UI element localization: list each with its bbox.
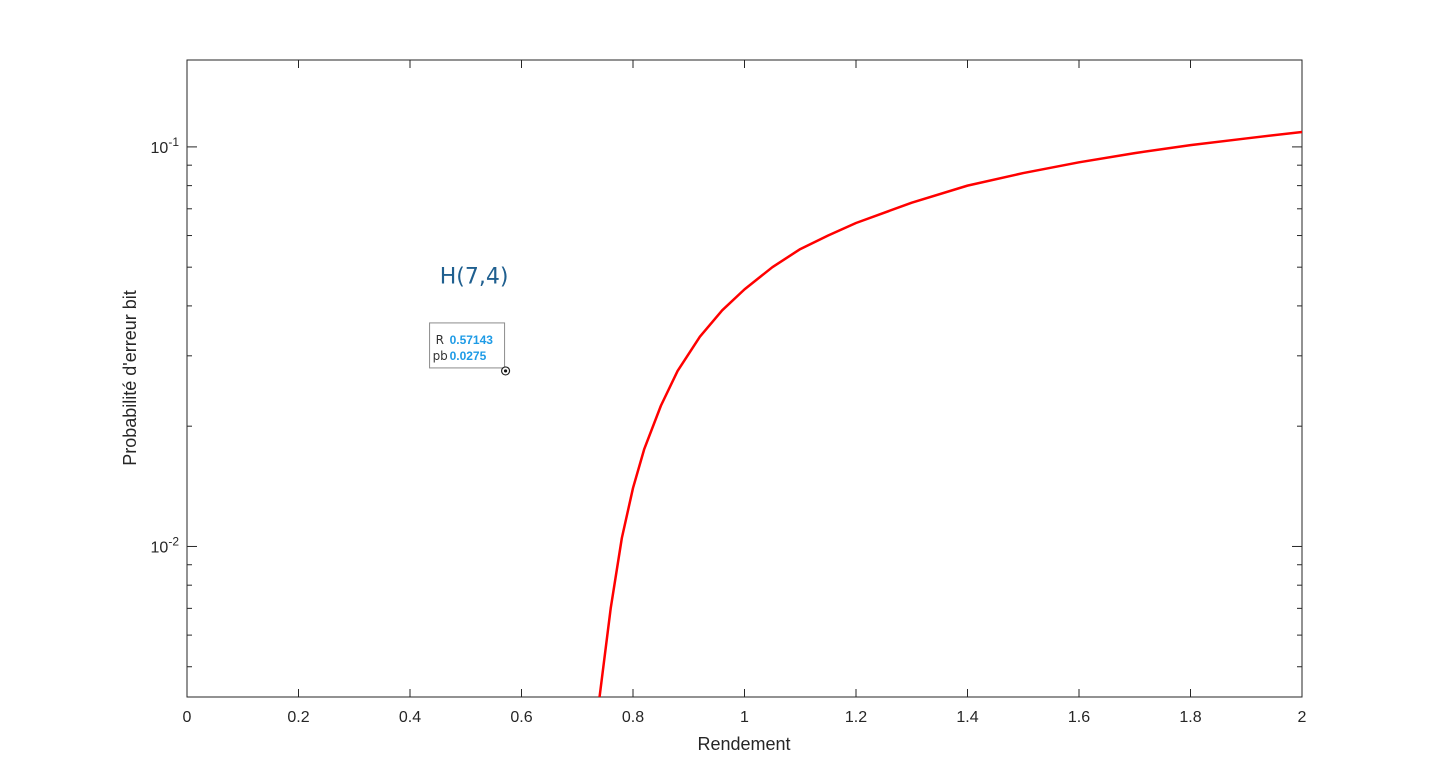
x-tick-label: 2 (1298, 709, 1307, 726)
y-tick-label-base: 10 (151, 539, 169, 556)
data-tip-marker-dot (503, 369, 508, 373)
x-tick-label: 0.4 (399, 709, 421, 726)
data-tip-x-value: 0.57143 (450, 333, 494, 347)
x-tick-label: 0.8 (622, 709, 644, 726)
data-tip-x-key: R (436, 333, 444, 347)
y-tick-label-exponent: -2 (168, 534, 179, 548)
y-tick-label: 10-2 (151, 534, 180, 556)
y-tick-label: 10-1 (151, 135, 180, 157)
plot-frame (186, 59, 1303, 698)
y-tick-label-base: 10 (151, 140, 169, 157)
x-tick-label: 0.2 (287, 709, 309, 726)
y-tick-label-exponent: -1 (168, 135, 179, 149)
x-tick-label: 1.8 (1179, 709, 1201, 726)
x-tick-label: 1.6 (1068, 709, 1090, 726)
data-tip-box (429, 322, 506, 369)
x-tick-label: 0.6 (510, 709, 532, 726)
y-axis-title: Probabilité d'erreur bit (120, 290, 140, 466)
data-tip-y-value: 0.0275 (450, 349, 487, 363)
axes: 0 0.2 0.4 0.6 0.8 1 1.2 1.4 1.6 1.8 210-210-1 (151, 59, 1307, 726)
x-tick-label: 1.2 (845, 709, 867, 726)
x-tick-label: 1.4 (956, 709, 978, 726)
x-tick-label: 0 (183, 709, 192, 726)
x-axis-title: Rendement (697, 734, 790, 754)
series-line (598, 130, 1302, 697)
x-tick-label: 1 (740, 709, 749, 726)
data-tip-y-key: pb (433, 349, 448, 363)
annotation-label: H(7,4) (440, 265, 509, 290)
